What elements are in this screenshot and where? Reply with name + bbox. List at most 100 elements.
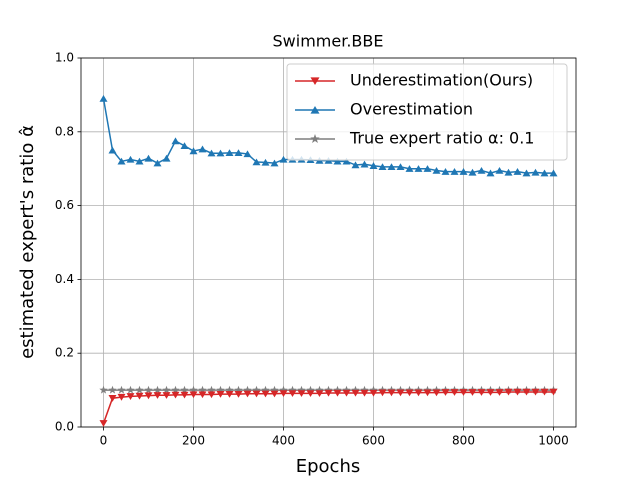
y-tick-label: 0.8 [55,124,74,138]
data-point [198,145,207,153]
data-point [306,390,315,398]
legend-box [286,63,568,161]
data-point [99,385,108,394]
data-point [270,159,279,167]
data-point [459,389,468,396]
data-point [225,385,234,394]
data-point [216,390,225,398]
data-point [207,149,216,157]
y-tick-label: 0.6 [55,198,74,212]
data-point [234,149,243,157]
data-point [486,389,495,396]
data-point [405,389,414,397]
data-point [99,94,108,102]
data-point [333,385,342,394]
data-point [495,166,504,174]
x-tick-label: 200 [182,434,205,448]
data-point [207,385,216,394]
x-tick-label: 400 [272,434,295,448]
data-point [441,168,450,175]
data-point [225,390,234,398]
data-point [135,385,144,394]
data-point [360,389,369,397]
data-point [549,388,558,396]
data-point [369,389,378,397]
data-point [153,159,162,167]
data-point [135,392,144,400]
data-point [270,385,279,394]
x-tick-label: 1000 [538,434,569,448]
data-point [468,168,477,176]
data-point [171,391,180,399]
data-point [108,146,117,154]
data-point [369,385,378,394]
data-point [540,388,549,396]
data-point [531,388,540,396]
data-point [477,166,486,174]
data-point [126,385,135,394]
data-point [423,165,432,172]
data-point [522,388,531,396]
data-point [360,385,369,394]
data-point [117,393,126,401]
legend-label: Underestimation(Ours) [350,71,533,90]
y-tick-label: 0.0 [55,420,74,434]
data-point [432,166,441,174]
data-point [189,147,198,155]
data-point [513,168,522,175]
data-point [441,389,450,396]
data-point [432,389,441,397]
data-point [180,142,189,150]
data-point [261,390,270,398]
data-point [369,162,378,169]
y-tick-label: 0.4 [55,272,74,286]
legend-label: True expert ratio α: 0.1 [349,129,534,148]
data-point [126,155,135,163]
data-point [504,168,513,176]
x-tick-label: 600 [362,434,385,448]
data-point [216,385,225,394]
data-point [171,137,180,145]
data-point [261,158,270,166]
data-point [225,149,234,157]
data-point [324,385,333,394]
data-point [504,388,513,396]
data-point [315,390,324,398]
data-point [144,392,153,400]
data-point [414,389,423,397]
data-point [270,390,279,398]
data-point [531,168,540,176]
data-point [414,165,423,172]
data-point [513,388,522,396]
data-point [342,385,351,394]
legend-marker [310,77,320,86]
data-point [144,154,153,162]
legend-marker [310,134,320,143]
data-point [198,385,207,394]
data-point [459,168,468,175]
data-point [108,395,117,402]
data-point [252,385,261,394]
data-point [252,158,261,166]
data-point [423,389,432,397]
data-point [315,385,324,394]
data-point [243,150,252,158]
data-point [180,391,189,399]
y-tick-label: 0.2 [55,346,74,360]
data-point [207,391,216,399]
data-point [162,154,171,162]
data-point [153,385,162,394]
data-point [135,157,144,165]
legend-marker [310,105,320,114]
data-point [495,389,504,396]
data-point [342,157,351,165]
plot-frame [80,57,577,428]
x-axis-label: Epochs [296,456,361,477]
data-point [189,385,198,394]
data-point [549,169,558,177]
data-point [396,163,405,171]
data-point [99,420,108,427]
data-point [477,389,486,396]
